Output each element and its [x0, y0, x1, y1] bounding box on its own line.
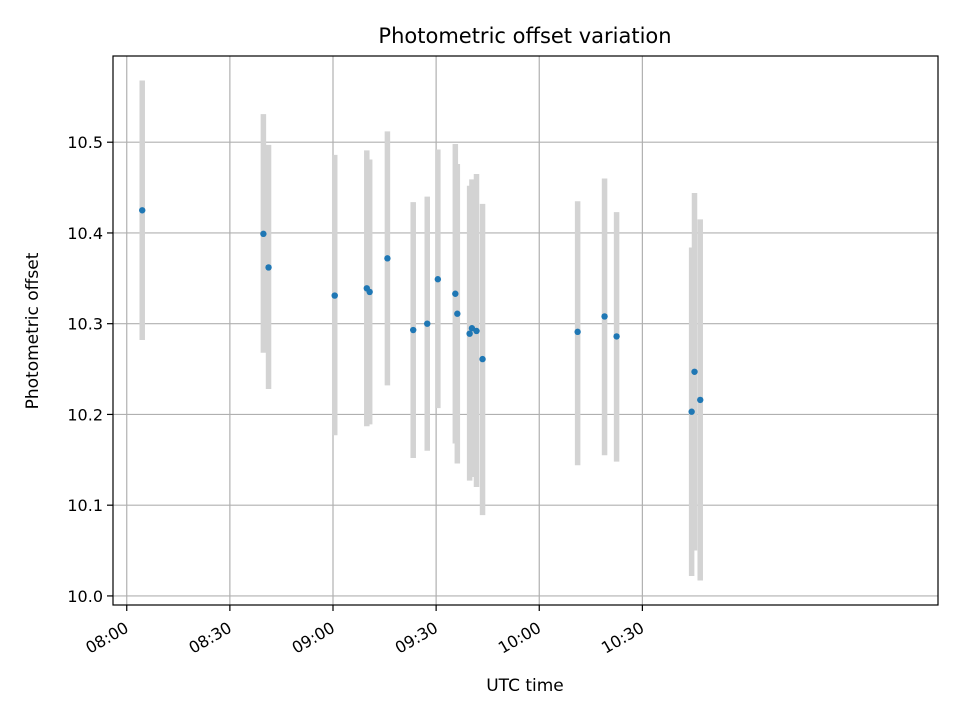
data-point — [260, 230, 267, 238]
data-point — [691, 368, 698, 375]
data-point — [434, 276, 442, 283]
chart-title: Photometric offset variation — [378, 24, 671, 48]
data-point — [331, 292, 338, 299]
y-axis: 10.0 10.1 10.2 10.3 10.4 10.5 — [67, 133, 113, 606]
data-point — [601, 313, 608, 320]
data-point — [479, 355, 486, 363]
data-point — [384, 255, 391, 262]
data-point — [613, 333, 620, 340]
data-point — [473, 327, 480, 335]
x-axis-label: UTC time — [486, 676, 564, 696]
y-tick-label: 10.5 — [67, 133, 103, 152]
data-point — [697, 396, 704, 404]
data-point — [574, 328, 581, 336]
y-tick-label: 10.1 — [67, 496, 103, 515]
data-point — [454, 310, 461, 317]
y-tick-label: 10.4 — [67, 224, 103, 243]
y-tick-label: 10.2 — [67, 405, 103, 424]
data-point — [265, 264, 272, 271]
y-tick-label: 10.0 — [67, 587, 103, 606]
plot-frame — [112, 55, 939, 606]
data-point — [366, 288, 373, 296]
data-points — [139, 207, 704, 415]
data-point — [139, 207, 146, 214]
data-point — [688, 408, 695, 415]
y-tick-label: 10.3 — [67, 315, 103, 334]
data-point — [452, 290, 459, 297]
data-point — [410, 326, 417, 334]
data-point — [424, 320, 431, 327]
data-point — [466, 330, 473, 337]
y-axis-label: Photometric offset — [23, 252, 43, 409]
